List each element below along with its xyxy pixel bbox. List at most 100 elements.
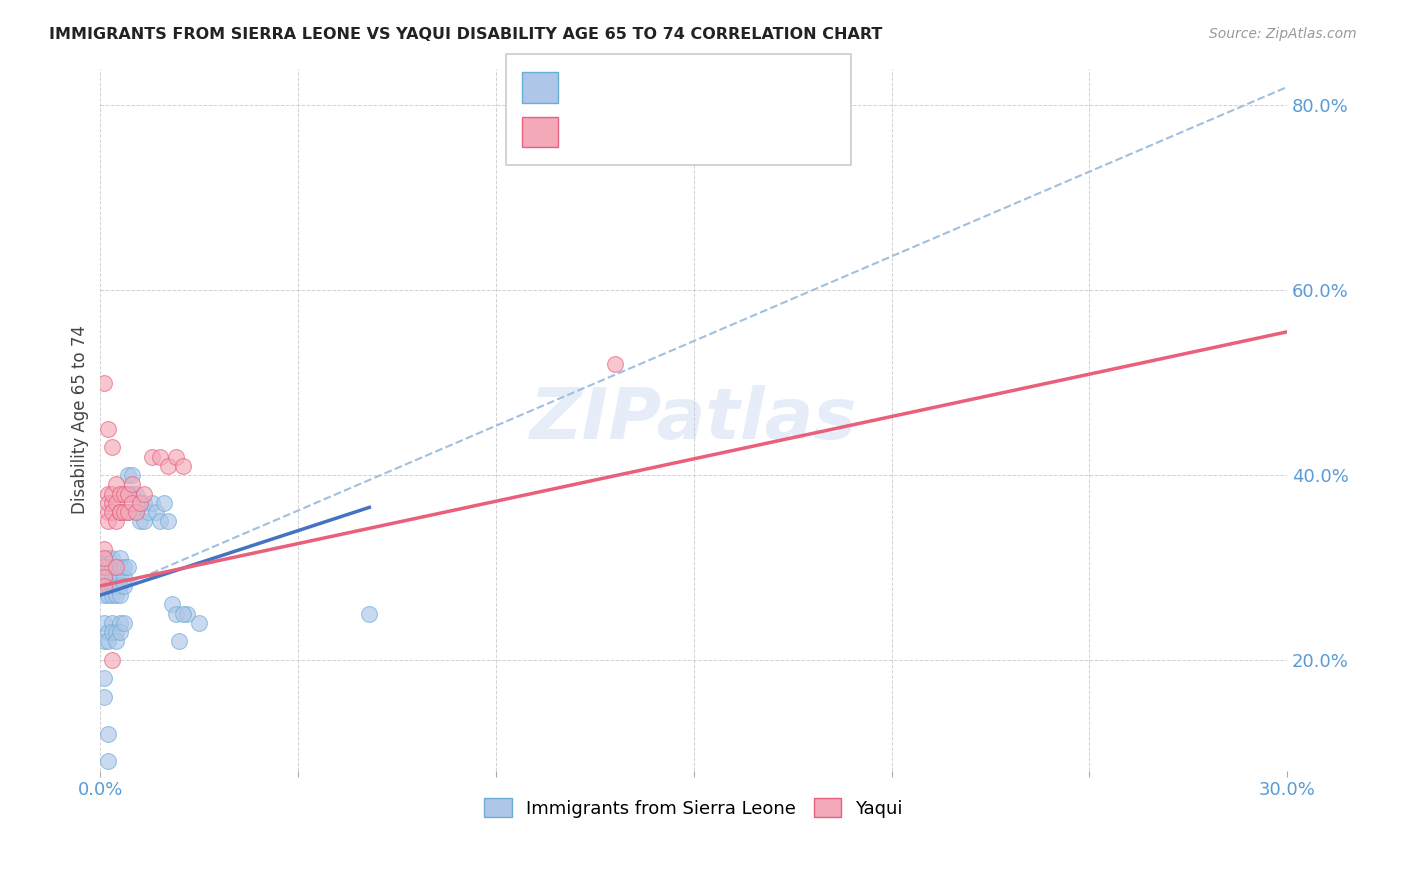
Point: [93, 569, 115, 583]
Point: [169, 634, 191, 648]
Point: [93, 551, 115, 566]
Point: [108, 505, 131, 519]
Point: [93, 560, 115, 574]
Point: [97, 514, 120, 528]
Point: [117, 486, 139, 500]
Point: [101, 615, 124, 630]
Text: R =: R =: [564, 74, 600, 92]
Point: [93, 588, 115, 602]
Point: [132, 514, 155, 528]
Point: [105, 569, 128, 583]
Point: [93, 690, 115, 704]
Point: [112, 505, 135, 519]
Point: [105, 496, 128, 510]
Point: [93, 579, 115, 593]
Point: [101, 440, 124, 454]
Point: [108, 579, 131, 593]
Point: [93, 671, 115, 685]
Point: [101, 579, 124, 593]
Point: [105, 579, 128, 593]
Point: [359, 607, 381, 621]
Point: [121, 477, 143, 491]
Text: N =: N =: [657, 119, 704, 136]
Point: [97, 486, 120, 500]
Point: [121, 496, 143, 510]
Point: [93, 569, 115, 583]
Point: [129, 514, 152, 528]
Point: [97, 505, 120, 519]
Legend: Immigrants from Sierra Leone, Yaqui: Immigrants from Sierra Leone, Yaqui: [477, 791, 910, 825]
Point: [101, 496, 124, 510]
Point: [108, 551, 131, 566]
Point: [101, 653, 124, 667]
Point: [108, 588, 131, 602]
Point: [101, 560, 124, 574]
Point: [101, 551, 124, 566]
Point: [129, 496, 152, 510]
Point: [117, 468, 139, 483]
Point: [129, 496, 152, 510]
Y-axis label: Disability Age 65 to 74: Disability Age 65 to 74: [72, 326, 89, 514]
Point: [108, 486, 131, 500]
Point: [93, 615, 115, 630]
Point: [105, 560, 128, 574]
Point: [101, 505, 124, 519]
Point: [125, 486, 148, 500]
Point: [121, 468, 143, 483]
Point: [108, 505, 131, 519]
Point: [112, 615, 135, 630]
Point: [97, 727, 120, 741]
Point: [97, 569, 120, 583]
Point: [160, 598, 183, 612]
Point: [97, 625, 120, 640]
Point: [108, 625, 131, 640]
Point: [108, 569, 131, 583]
Point: [112, 560, 135, 574]
Text: ZIPatlas: ZIPatlas: [530, 385, 858, 454]
Point: [108, 560, 131, 574]
Point: [165, 607, 187, 621]
Point: [105, 560, 128, 574]
Point: [156, 514, 179, 528]
Point: [117, 560, 139, 574]
Point: [152, 496, 174, 510]
Point: [121, 486, 143, 500]
Point: [603, 357, 626, 371]
Point: [101, 486, 124, 500]
Point: [112, 486, 135, 500]
Point: [101, 625, 124, 640]
Point: [112, 569, 135, 583]
Point: [93, 579, 115, 593]
Point: [97, 634, 120, 648]
Point: [145, 505, 167, 519]
Point: [125, 505, 148, 519]
Point: [188, 615, 211, 630]
Point: [97, 551, 120, 566]
Point: [172, 607, 194, 621]
Point: [97, 579, 120, 593]
Point: [105, 477, 128, 491]
Point: [105, 634, 128, 648]
Text: N =: N =: [657, 74, 704, 92]
Point: [156, 458, 179, 473]
Text: R =: R =: [564, 119, 600, 136]
Point: [97, 560, 120, 574]
Text: IMMIGRANTS FROM SIERRA LEONE VS YAQUI DISABILITY AGE 65 TO 74 CORRELATION CHART: IMMIGRANTS FROM SIERRA LEONE VS YAQUI DI…: [49, 27, 883, 42]
Point: [101, 588, 124, 602]
Point: [97, 496, 120, 510]
Point: [93, 634, 115, 648]
Text: 38: 38: [702, 119, 724, 136]
Text: 0.469: 0.469: [606, 119, 658, 136]
Point: [97, 588, 120, 602]
Point: [149, 450, 172, 464]
Point: [125, 505, 148, 519]
Text: 0.281: 0.281: [606, 74, 658, 92]
Point: [93, 376, 115, 390]
Point: [141, 450, 163, 464]
Point: [93, 560, 115, 574]
Point: [112, 579, 135, 593]
Text: 68: 68: [702, 74, 724, 92]
Point: [117, 505, 139, 519]
Point: [97, 755, 120, 769]
Point: [93, 541, 115, 556]
